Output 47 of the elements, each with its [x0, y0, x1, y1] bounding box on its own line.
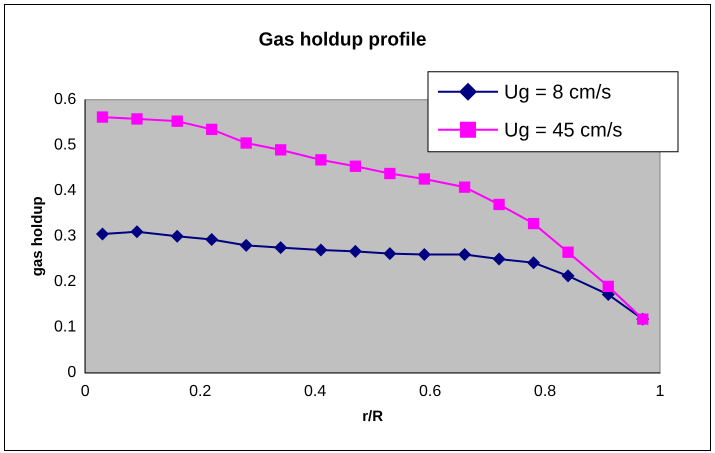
- point: [602, 280, 614, 292]
- y-axis-title: gas holdup: [29, 196, 46, 276]
- chart-title: Gas holdup profile: [258, 30, 426, 51]
- point: [384, 168, 396, 180]
- point: [350, 160, 362, 172]
- point: [562, 246, 574, 258]
- point: [240, 238, 253, 252]
- legend-label: Ug = 45 cm/s: [504, 119, 622, 142]
- point: [172, 116, 183, 127]
- point: [528, 218, 540, 230]
- point: [458, 248, 472, 261]
- y-tick-label: 0: [67, 364, 76, 382]
- x-tick-label: 0.6: [418, 382, 442, 400]
- point: [492, 252, 506, 266]
- x-tick-label: 1: [656, 382, 665, 400]
- point: [527, 256, 540, 270]
- x-tick-label: 0.2: [189, 382, 212, 400]
- point: [96, 111, 108, 123]
- point: [348, 244, 362, 258]
- x-tick-label: 0.8: [534, 382, 556, 400]
- point: [275, 144, 286, 156]
- point: [383, 247, 396, 260]
- y-tick-label: 0.5: [54, 136, 76, 154]
- x-tick-label: 0.4: [304, 382, 326, 400]
- x-tick-label: 0: [80, 382, 90, 400]
- point: [562, 269, 575, 282]
- point: [130, 225, 144, 238]
- point: [418, 173, 430, 185]
- y-tick-label: 0.2: [54, 273, 76, 290]
- y-tick-label: 0.6: [54, 91, 76, 108]
- point: [493, 198, 505, 210]
- point: [96, 228, 109, 241]
- point: [314, 243, 328, 256]
- legend-label: Ug = 8 cm/s: [504, 81, 612, 104]
- point: [240, 137, 252, 149]
- point: [205, 232, 218, 246]
- point: [206, 124, 218, 136]
- y-tick-label: 0.3: [54, 228, 76, 245]
- point: [131, 113, 143, 125]
- point: [458, 182, 470, 193]
- y-tick-label: 0.4: [54, 182, 76, 200]
- point: [418, 248, 431, 261]
- point: [170, 230, 184, 243]
- x-axis-title: r/R: [362, 408, 384, 426]
- point: [315, 154, 327, 166]
- point: [274, 241, 288, 254]
- y-tick-label: 0.1: [54, 318, 76, 336]
